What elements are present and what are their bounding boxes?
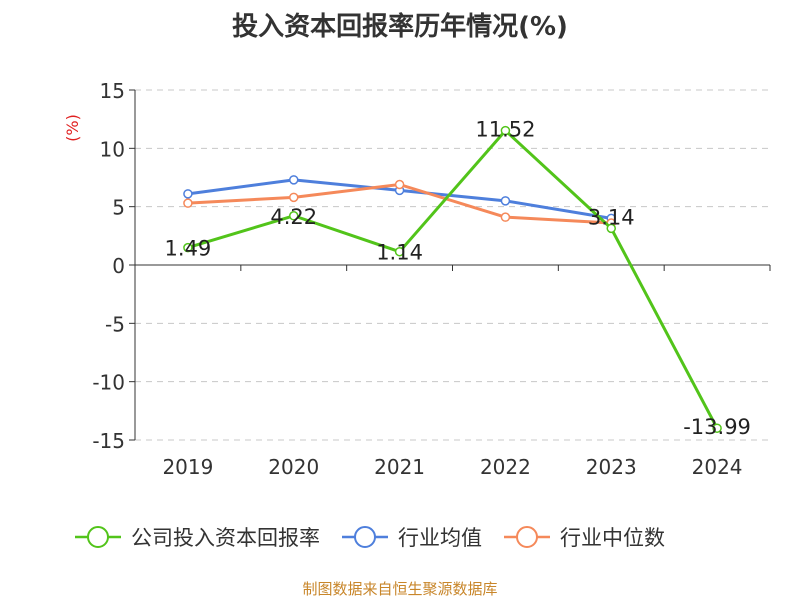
- y-tick-label: -5: [105, 312, 125, 336]
- data-point: [606, 223, 616, 234]
- y-tick-label: -10: [92, 371, 125, 395]
- data-point: [183, 198, 193, 208]
- x-tick-label: 2019: [162, 455, 213, 479]
- data-point: [500, 125, 511, 136]
- x-tick-label: 2020: [268, 455, 319, 479]
- series: [183, 125, 722, 433]
- x-tick-label: 2023: [586, 455, 637, 479]
- data-label: 1.14: [376, 241, 423, 265]
- y-tick-label: 15: [100, 79, 125, 103]
- data-point: [394, 246, 405, 257]
- y-tick-label: 5: [112, 196, 125, 220]
- data-point: [500, 196, 511, 206]
- y-tick-label: 10: [100, 137, 125, 161]
- data-label: 11.52: [475, 118, 535, 142]
- data-label: -13.99: [683, 415, 751, 439]
- x-tick-label: 2024: [692, 455, 743, 479]
- axes: 15 10 5 0 -5 -10 -15 2019 2020 2021 2022 2023 2024 (%…: [63, 79, 771, 479]
- x-tick-label: 2022: [480, 455, 531, 479]
- legend-label: 行业均值: [398, 526, 482, 550]
- y-axis-label: (%): [63, 114, 82, 142]
- data-point: [289, 175, 299, 185]
- y-tick-label: 0: [112, 254, 125, 278]
- legend-label: 公司投入资本回报率: [131, 526, 320, 550]
- legend: 公司投入资本回报率 行业均值 行业中位数: [75, 526, 665, 550]
- series-line: [187, 129, 719, 429]
- legend-marker: [87, 526, 109, 548]
- chart-title: 投入资本回报率历年情况(%): [232, 12, 568, 42]
- data-point: [712, 423, 722, 433]
- legend-item: 行业均值: [342, 526, 482, 550]
- legend-marker: [516, 526, 538, 548]
- data-point: [394, 179, 405, 190]
- data-label: 1.49: [165, 237, 212, 261]
- gridlines: [135, 89, 770, 441]
- legend-marker: [354, 526, 376, 548]
- data-point: [183, 242, 193, 253]
- data-labels: 1.49 4.22 1.14 11.52 3.14 -13.99: [165, 118, 751, 440]
- legend-item: 公司投入资本回报率: [75, 526, 320, 550]
- legend-label: 行业中位数: [560, 526, 665, 550]
- x-tick-label: 2021: [374, 455, 425, 479]
- data-point: [500, 212, 511, 222]
- source-note: 制图数据来自恒生聚源数据库: [302, 580, 498, 598]
- data-point: [183, 189, 193, 199]
- data-label: 4.22: [270, 205, 317, 229]
- data-point: [289, 192, 299, 203]
- legend-item: 行业中位数: [504, 526, 665, 550]
- y-tick-label: -15: [92, 429, 125, 453]
- data-label: 3.14: [588, 205, 635, 229]
- data-point: [289, 211, 299, 221]
